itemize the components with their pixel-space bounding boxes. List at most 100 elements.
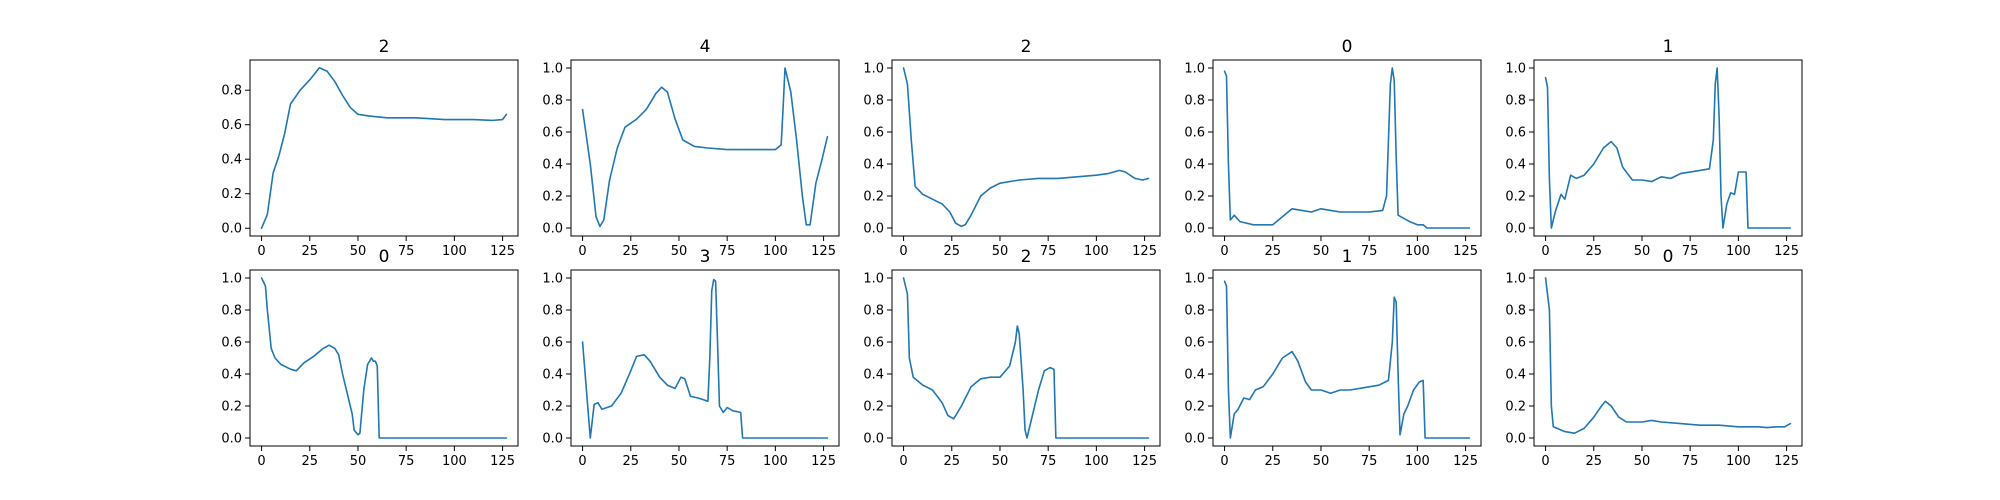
series-line (260, 66, 508, 230)
x-tick-label: 125 (1132, 454, 1157, 469)
x-tick-label: 125 (1132, 244, 1157, 259)
x-tick-label: 25 (1264, 244, 1281, 259)
y-tick-label: 0.0 (221, 432, 242, 447)
y-tick-label: 0.2 (221, 400, 242, 415)
x-tick-label: 75 (1361, 244, 1378, 259)
y-tick-label: 0.6 (542, 126, 563, 141)
x-tick-label: 125 (490, 454, 515, 469)
x-tick-label: 75 (398, 244, 415, 259)
y-tick-label: 0.0 (1505, 432, 1526, 447)
axes-frame (249, 269, 519, 447)
y-tick-label: 1.0 (863, 272, 884, 287)
x-tick-label: 125 (1453, 244, 1478, 259)
y-tick-label: 0.8 (221, 304, 242, 319)
y-tick-label: 1.0 (863, 62, 884, 77)
series-line (902, 277, 1150, 439)
axes-frame (1212, 269, 1482, 447)
y-tick-label: 0.8 (863, 304, 884, 319)
x-tick-label: 50 (671, 244, 688, 259)
series-line (1223, 67, 1471, 229)
subplot-8: 2 0 25 50 75 100 125 0.0 0.2 0.4 0.6 0.8 1.0 (863, 247, 1161, 469)
axes-frame (1212, 59, 1482, 237)
series-line (1223, 280, 1471, 439)
y-tick-label: 1.0 (542, 62, 563, 77)
x-tick-label: 25 (301, 244, 318, 259)
y-tick-label: 0.8 (542, 304, 563, 319)
series-line (581, 67, 829, 228)
x-tick-label: 125 (811, 244, 836, 259)
series-line (1544, 67, 1792, 229)
y-tick-label: 1.0 (1505, 272, 1526, 287)
x-tick-label: 25 (943, 244, 960, 259)
x-tick-label: 0 (578, 244, 586, 259)
x-tick-label: 125 (1774, 244, 1799, 259)
y-tick-label: 0.8 (1184, 304, 1205, 319)
x-tick-label: 50 (671, 454, 688, 469)
x-tick-label: 0 (257, 244, 265, 259)
x-tick-label: 125 (1453, 454, 1478, 469)
subplot-title: 1 (1663, 37, 1674, 57)
x-tick-label: 25 (943, 454, 960, 469)
subplot-3: 2 0 25 50 75 100 125 0.0 0.2 0.4 0.6 0.8 1.0 (863, 37, 1161, 259)
subplot-5: 1 0 25 50 75 100 125 0.0 0.2 0.4 0.6 0.8 1.0 (1505, 37, 1803, 259)
subplot-title: 0 (1663, 247, 1674, 267)
x-tick-label: 75 (719, 244, 736, 259)
x-tick-label: 75 (1682, 454, 1699, 469)
x-tick-label: 50 (1313, 244, 1330, 259)
x-tick-label: 100 (1726, 454, 1751, 469)
x-tick-label: 25 (301, 454, 318, 469)
x-tick-label: 100 (1726, 244, 1751, 259)
y-tick-label: 0.6 (221, 336, 242, 351)
subplot-4: 0 0 25 50 75 100 125 0.0 0.2 0.4 0.6 0.8 1.0 (1184, 37, 1482, 259)
y-tick-label: 0.4 (542, 158, 563, 173)
x-tick-label: 100 (763, 244, 788, 259)
x-tick-label: 50 (350, 244, 367, 259)
y-tick-label: 0.2 (863, 190, 884, 205)
x-tick-label: 0 (899, 454, 907, 469)
y-tick-label: 0.8 (542, 94, 563, 109)
x-tick-label: 50 (350, 454, 367, 469)
x-tick-label: 75 (398, 454, 415, 469)
x-tick-label: 100 (442, 244, 467, 259)
x-tick-label: 0 (578, 454, 586, 469)
y-tick-label: 0.2 (1184, 400, 1205, 415)
subplot-1: 2 0 25 50 75 100 125 0.0 0.2 0.4 0.6 0.8 (221, 37, 519, 259)
y-tick-label: 0.0 (863, 432, 884, 447)
y-tick-label: 0.0 (221, 222, 242, 237)
x-tick-label: 100 (763, 454, 788, 469)
x-tick-label: 100 (1084, 244, 1109, 259)
axes-frame (249, 59, 519, 237)
x-tick-label: 25 (622, 454, 639, 469)
y-tick-label: 0.4 (542, 368, 563, 383)
y-tick-label: 0.4 (1505, 368, 1526, 383)
x-tick-label: 75 (1682, 244, 1699, 259)
axes-frame (1533, 59, 1803, 237)
axes-frame (891, 269, 1161, 447)
y-tick-label: 0.6 (1505, 126, 1526, 141)
subplot-title: 2 (1021, 247, 1032, 267)
y-tick-label: 0.6 (863, 126, 884, 141)
series-line (1544, 277, 1792, 434)
x-tick-label: 125 (1774, 454, 1799, 469)
y-tick-label: 0.2 (1184, 190, 1205, 205)
subplot-title: 0 (379, 247, 390, 267)
y-tick-label: 0.8 (1184, 94, 1205, 109)
x-tick-label: 50 (992, 454, 1009, 469)
x-tick-label: 50 (992, 244, 1009, 259)
subplot-title: 4 (700, 37, 711, 57)
subplot-title: 0 (1342, 37, 1353, 57)
y-tick-label: 1.0 (221, 272, 242, 287)
subplot-title: 2 (379, 37, 390, 57)
x-tick-label: 50 (1313, 454, 1330, 469)
y-tick-label: 0.6 (863, 336, 884, 351)
y-tick-label: 0.0 (1184, 222, 1205, 237)
x-tick-label: 25 (1585, 244, 1602, 259)
y-tick-label: 0.0 (1505, 222, 1526, 237)
y-tick-label: 0.6 (1505, 336, 1526, 351)
subplot-10: 0 0 25 50 75 100 125 0.0 0.2 0.4 0.6 0.8 1.0 (1505, 247, 1803, 469)
y-tick-label: 0.4 (863, 368, 884, 383)
subplot-2: 4 0 25 50 75 100 125 0.0 0.2 0.4 0.6 0.8 1.0 (542, 37, 840, 259)
y-tick-label: 0.6 (542, 336, 563, 351)
y-tick-label: 1.0 (542, 272, 563, 287)
